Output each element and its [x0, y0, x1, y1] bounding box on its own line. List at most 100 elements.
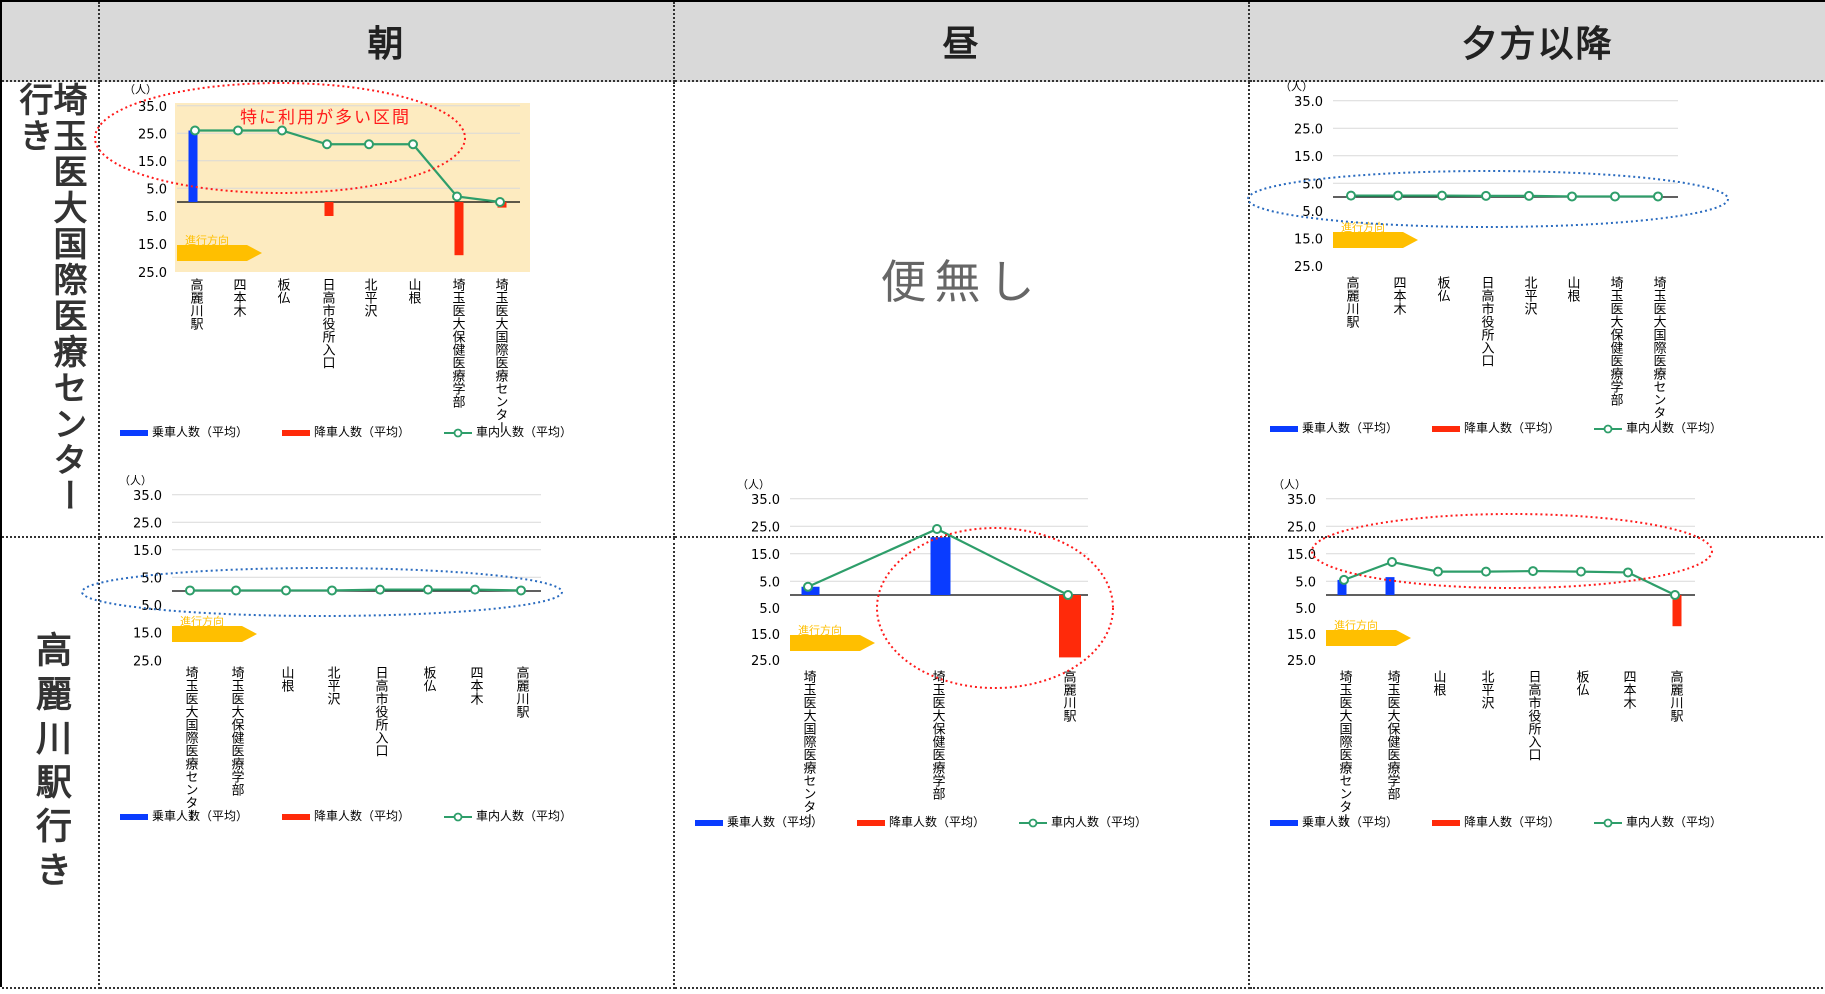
legend-swatch-alighting: [282, 814, 310, 820]
y-tick-label: 15.0: [1287, 628, 1316, 643]
direction-arrow: [172, 626, 257, 642]
legend-label-boarding: 乗車人数（平均）: [152, 808, 248, 823]
y-tick-label: 15.0: [1287, 548, 1316, 563]
point-onboard: [1670, 590, 1680, 600]
line-onboard: [1343, 560, 1676, 596]
y-tick-label: 15.0: [138, 238, 167, 253]
point-onboard: [1433, 566, 1443, 577]
category-label: 山根: [1565, 276, 1581, 302]
no-service-text: 便無し: [880, 255, 1043, 309]
category-label: 山根: [406, 278, 422, 304]
header-noon: 昼: [675, 2, 1250, 82]
y-tick-label: 25.0: [751, 654, 780, 669]
point-onboard: [932, 524, 942, 534]
legend-swatch-boarding: [1270, 426, 1298, 432]
bar-boarding: [1337, 579, 1347, 595]
category-label: 埼玉医大保健医療学部: [1385, 670, 1401, 800]
legend-swatch-boarding: [120, 430, 148, 436]
point-onboard: [233, 125, 243, 136]
direction-arrow: [177, 245, 262, 261]
highlight-ellipse: [1247, 170, 1729, 228]
category-label: 四本木: [468, 666, 484, 705]
category-label: 板仏: [1435, 276, 1451, 302]
legend-swatch-boarding: [695, 820, 723, 826]
legend-marker-onboard: [453, 812, 463, 822]
y-tick-label: 35.0: [751, 493, 780, 508]
category-label: 埼玉医大保健医療学部: [450, 278, 466, 408]
legend-label-onboard: 車内人数（平均）: [1051, 814, 1147, 829]
point-onboard: [1528, 566, 1538, 577]
legend-label-onboard: 車内人数（平均）: [1626, 814, 1722, 829]
row-label-to-center: 埼玉医大国際医療センター行き: [2, 82, 100, 538]
legend-swatch-alighting: [282, 430, 310, 436]
y-tick-label: 25.0: [751, 520, 780, 535]
y-tick-label: 15.0: [133, 544, 162, 559]
line-onboard: [195, 129, 501, 204]
chart-cell-to-center-morning: 35.0 25.0 15.0 5.0 5.0 15.0 25.0 （人） 高麗川駅 四本木 板仏 日高…: [94, 82, 675, 538]
legend-label-onboard: 車内人数（平均）: [476, 808, 572, 823]
point-onboard: [1387, 557, 1397, 567]
direction-label: 進行方向: [1341, 220, 1385, 234]
point-onboard: [1567, 191, 1577, 202]
y-tick-label: 5.0: [146, 182, 167, 197]
direction-label: 進行方向: [180, 614, 224, 628]
legend-marker-onboard: [453, 428, 463, 438]
category-label: 日高市役所入口: [1479, 276, 1495, 367]
point-onboard: [516, 585, 526, 596]
legend-label-onboard: 車内人数（平均）: [1626, 420, 1722, 435]
category-label: 埼玉医大保健医療学部: [930, 670, 946, 800]
category-label: 高麗川駅: [1061, 669, 1077, 723]
point-onboard: [803, 581, 813, 592]
category-label: 北平沢: [325, 666, 341, 705]
category-label: 埼玉医大国際医療センター: [1337, 670, 1353, 826]
legend-marker-onboard: [1028, 818, 1038, 828]
direction-arrow: [1333, 232, 1418, 248]
category-label: 板仏: [275, 278, 291, 304]
bar-boarding: [930, 537, 951, 595]
y-tick-label: 15.0: [1294, 232, 1323, 247]
highlight-ellipse: [876, 527, 1114, 689]
y-tick-label: 15.0: [133, 627, 162, 642]
y-unit-label: （人）: [119, 474, 152, 487]
y-tick-label: 15.0: [1294, 150, 1323, 165]
legend-label-alighting: 降車人数（平均）: [1464, 814, 1560, 829]
point-onboard: [1610, 191, 1620, 202]
legend-label-boarding: 乗車人数（平均）: [1302, 420, 1398, 435]
y-tick-label: 25.0: [1287, 520, 1316, 535]
point-onboard: [1346, 190, 1356, 201]
bar-alighting: [1672, 595, 1682, 627]
y-tick-label: 35.0: [133, 489, 162, 504]
direction-arrow: [790, 635, 875, 651]
corner-header: [2, 2, 100, 82]
category-label: 高麗川駅: [1668, 669, 1684, 723]
point-onboard: [470, 584, 480, 595]
category-label: 山根: [1431, 670, 1447, 696]
point-onboard: [375, 584, 385, 595]
chart-cell-to-komagawa-morning: 35.0 25.0 15.0 5.0 5.0 15.0 25.0 （人） 埼玉医大国際医療センタ…: [81, 474, 675, 989]
point-onboard: [495, 197, 505, 207]
bar-alighting: [454, 202, 464, 256]
bar-alighting: [1059, 595, 1081, 658]
y-tick-label: 15.0: [751, 548, 780, 563]
point-onboard: [1437, 190, 1447, 201]
y-tick-label: 25.0: [1294, 260, 1323, 275]
legend-marker-onboard: [1603, 818, 1613, 828]
category-label: 高麗川駅: [514, 665, 530, 719]
line-onboard: [1351, 194, 1658, 198]
header-evening: 夕方以降: [1250, 2, 1825, 82]
y-tick-label: 25.0: [133, 516, 162, 531]
line-onboard: [190, 588, 522, 592]
y-tick-label: 5.0: [141, 599, 162, 614]
point-onboard: [277, 125, 287, 136]
annotation-text: 特に利用が多い区間: [240, 108, 411, 128]
category-label: 埼玉医大国際医療センター: [183, 666, 199, 822]
chart-cell-to-komagawa-noon: 35.0 25.0 15.0 5.0 5.0 15.0 25.0 （人） 埼玉医大国際医療センタ…: [675, 478, 1250, 989]
legend-swatch-boarding: [120, 814, 148, 820]
category-label: 高麗川駅: [1344, 275, 1360, 329]
legend-label-alighting: 降車人数（平均）: [889, 814, 985, 829]
direction-arrow: [1326, 630, 1411, 646]
y-tick-label: 25.0: [138, 127, 167, 142]
point-onboard: [1481, 566, 1491, 577]
y-unit-label: （人）: [1280, 80, 1313, 93]
